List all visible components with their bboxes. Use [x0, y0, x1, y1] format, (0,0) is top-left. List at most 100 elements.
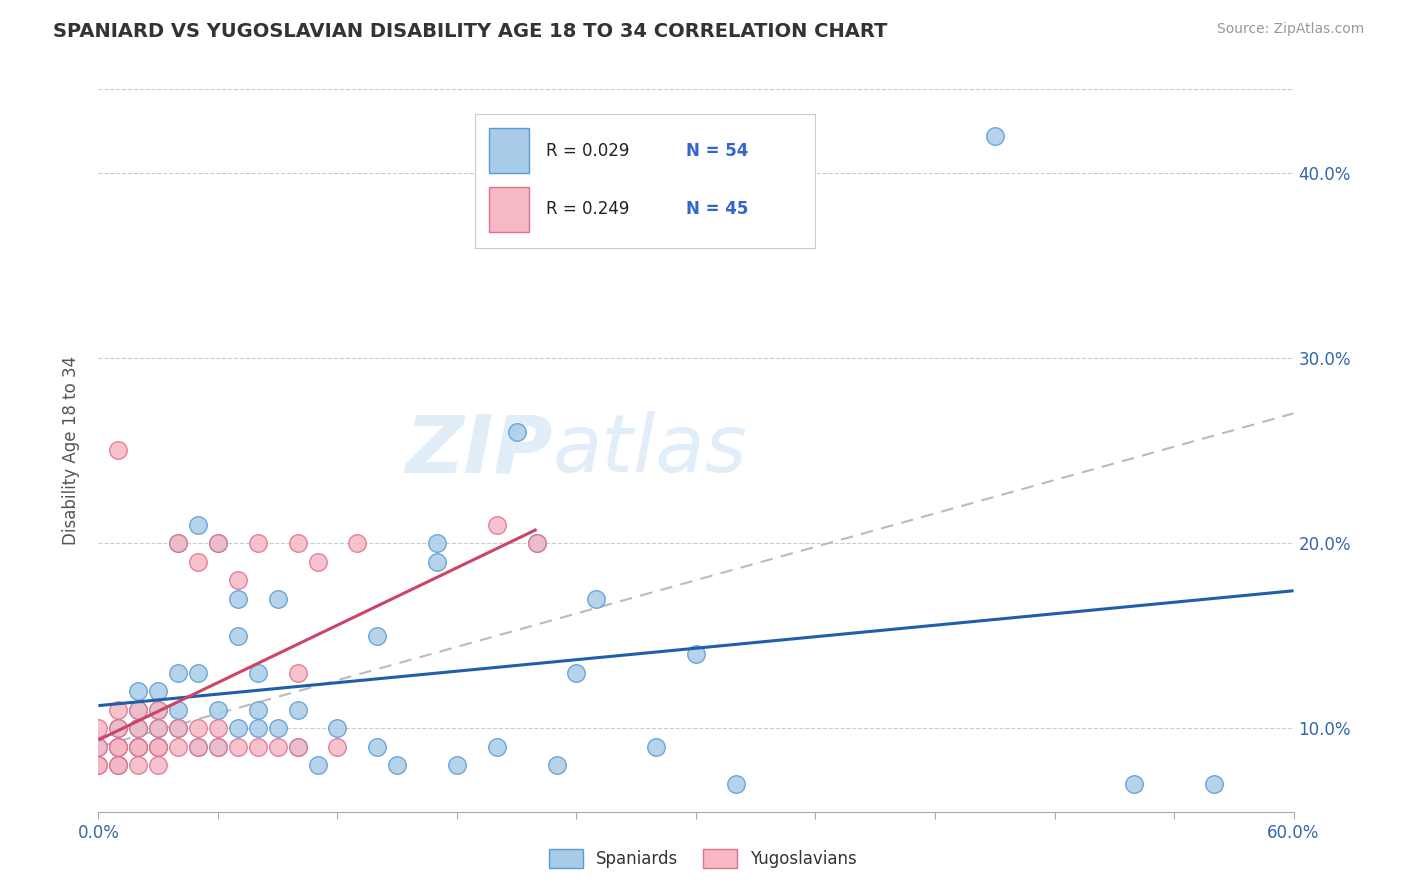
Spaniards [426, 555, 449, 569]
Yugoslavians [148, 703, 170, 717]
Yugoslavians [207, 722, 229, 736]
Yugoslavians [87, 758, 110, 772]
Text: atlas: atlas [553, 411, 748, 490]
Spaniards [1202, 777, 1225, 791]
Spaniards [207, 703, 229, 717]
Yugoslavians [226, 739, 249, 754]
Spaniards [167, 703, 190, 717]
Spaniards [724, 777, 747, 791]
Spaniards [87, 739, 110, 754]
Yugoslavians [107, 739, 129, 754]
Spaniards [246, 722, 269, 736]
Yugoslavians [87, 739, 110, 754]
Spaniards [685, 647, 707, 661]
Spaniards [526, 536, 548, 550]
Yugoslavians [107, 739, 129, 754]
Yugoslavians [167, 739, 190, 754]
Spaniards [385, 758, 409, 772]
Yugoslavians [107, 739, 129, 754]
Spaniards [506, 425, 529, 439]
Spaniards [107, 722, 129, 736]
Spaniards [127, 739, 149, 754]
Spaniards [167, 722, 190, 736]
Yugoslavians [287, 665, 309, 680]
Yugoslavians [127, 758, 149, 772]
Spaniards [287, 739, 309, 754]
Spaniards [307, 758, 329, 772]
Yugoslavians [167, 722, 190, 736]
Yugoslavians [346, 536, 368, 550]
Spaniards [267, 591, 290, 606]
Yugoslavians [246, 536, 269, 550]
Yugoslavians [107, 703, 129, 717]
Yugoslavians [187, 555, 209, 569]
Yugoslavians [187, 739, 209, 754]
Yugoslavians [246, 739, 269, 754]
Spaniards [267, 722, 290, 736]
Yugoslavians [287, 739, 309, 754]
Yugoslavians [148, 758, 170, 772]
Yugoslavians [127, 722, 149, 736]
Spaniards [148, 684, 170, 698]
Text: Source: ZipAtlas.com: Source: ZipAtlas.com [1216, 22, 1364, 37]
Yugoslavians [107, 758, 129, 772]
Spaniards [148, 739, 170, 754]
Yugoslavians [287, 536, 309, 550]
Spaniards [148, 722, 170, 736]
Yugoslavians [267, 739, 290, 754]
Spaniards [207, 739, 229, 754]
Yugoslavians [326, 739, 349, 754]
Spaniards [246, 665, 269, 680]
Spaniards [127, 684, 149, 698]
Yugoslavians [127, 739, 149, 754]
Yugoslavians [226, 573, 249, 587]
Spaniards [107, 739, 129, 754]
Yugoslavians [307, 555, 329, 569]
Spaniards [167, 665, 190, 680]
Spaniards [226, 722, 249, 736]
Yugoslavians [107, 443, 129, 458]
Yugoslavians [148, 739, 170, 754]
Spaniards [366, 739, 388, 754]
Spaniards [187, 665, 209, 680]
Text: ZIP: ZIP [405, 411, 553, 490]
Spaniards [187, 739, 209, 754]
Spaniards [446, 758, 468, 772]
Yugoslavians [526, 536, 548, 550]
Spaniards [226, 629, 249, 643]
Spaniards [127, 722, 149, 736]
Yugoslavians [107, 722, 129, 736]
Yugoslavians [485, 517, 508, 532]
Spaniards [127, 739, 149, 754]
Spaniards [585, 591, 607, 606]
Spaniards [167, 536, 190, 550]
Spaniards [1123, 777, 1146, 791]
Spaniards [546, 758, 568, 772]
Spaniards [127, 703, 149, 717]
Yugoslavians [127, 739, 149, 754]
Yugoslavians [207, 739, 229, 754]
Spaniards [984, 128, 1007, 143]
Spaniards [426, 536, 449, 550]
Legend: Spaniards, Yugoslavians: Spaniards, Yugoslavians [543, 842, 863, 875]
Yugoslavians [127, 703, 149, 717]
Spaniards [226, 591, 249, 606]
Yugoslavians [87, 758, 110, 772]
Spaniards [326, 722, 349, 736]
Y-axis label: Disability Age 18 to 34: Disability Age 18 to 34 [62, 356, 80, 545]
Yugoslavians [187, 722, 209, 736]
Spaniards [485, 739, 508, 754]
Spaniards [246, 703, 269, 717]
Spaniards [207, 536, 229, 550]
Spaniards [645, 739, 668, 754]
Spaniards [107, 758, 129, 772]
Spaniards [187, 517, 209, 532]
Yugoslavians [148, 739, 170, 754]
Spaniards [565, 665, 588, 680]
Yugoslavians [148, 722, 170, 736]
Spaniards [287, 703, 309, 717]
Yugoslavians [167, 536, 190, 550]
Spaniards [148, 739, 170, 754]
Yugoslavians [107, 758, 129, 772]
Yugoslavians [87, 722, 110, 736]
